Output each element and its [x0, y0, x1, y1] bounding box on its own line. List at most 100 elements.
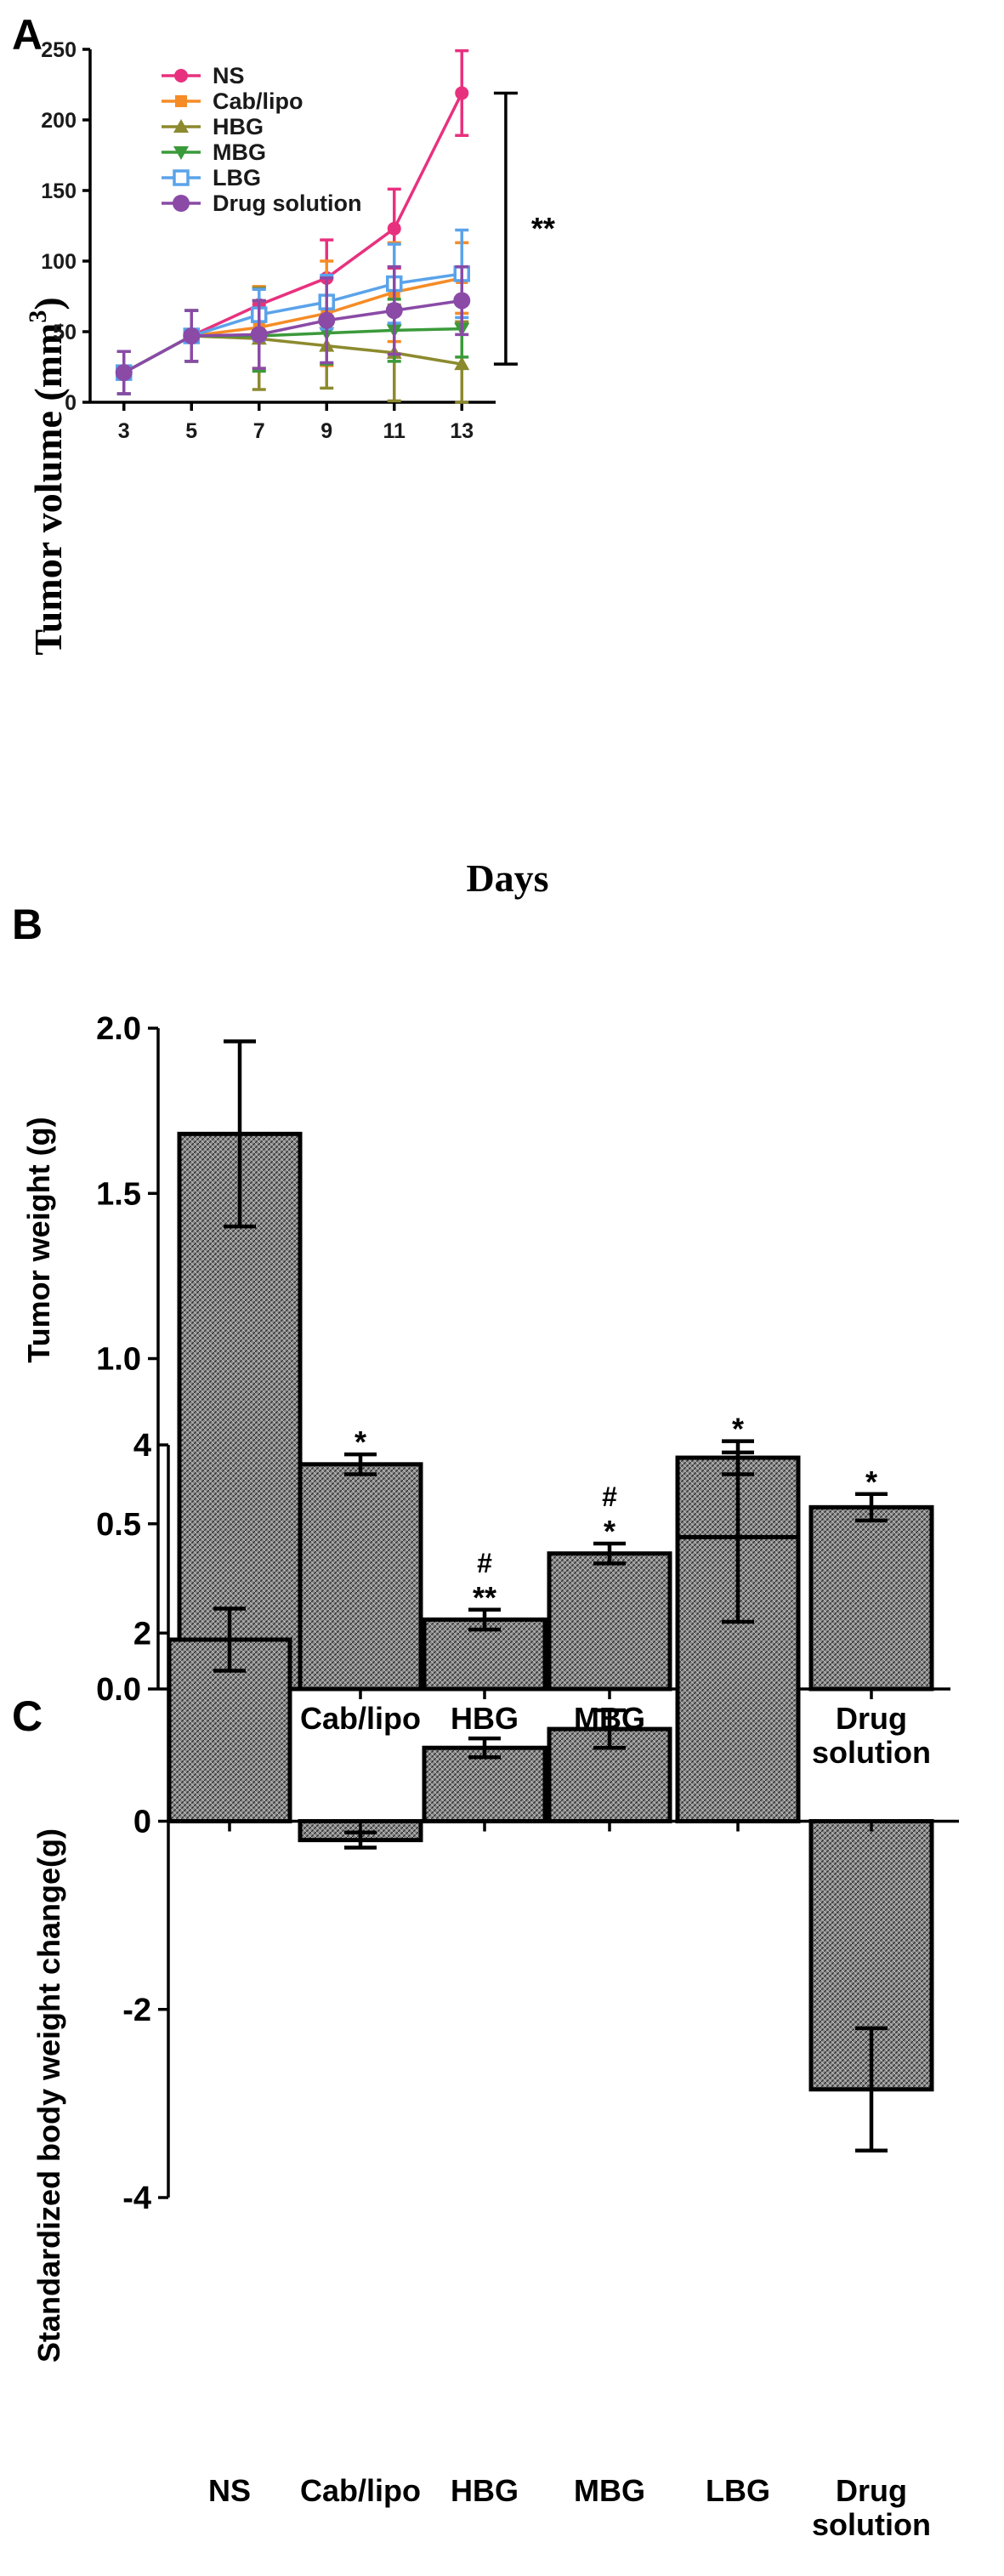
data-point [318, 311, 336, 329]
bar-group-mbg: MBG [547, 1708, 672, 2508]
significance-marker: # [477, 1548, 492, 1578]
panel-a-y-tick-label: 0 [65, 391, 77, 415]
panel-a-x-axis-title: Days [466, 856, 548, 900]
panel-a-y-axis-title: Tumor volume (mm3) [24, 297, 70, 655]
bar-group-hbg: **# HBG [422, 1548, 547, 1736]
category-label: Cab/lipo [300, 2473, 421, 2508]
significance-marker: # [602, 1481, 617, 1512]
category-label: MBG [574, 2473, 645, 2508]
bar-group-drug-solution: * Drug solution [808, 1464, 934, 1770]
significance-marker: * [355, 1424, 366, 1459]
data-point [453, 292, 471, 310]
category-label: Drug solution [812, 1701, 931, 1770]
panel-a-y-axis-title-sup: 3 [24, 310, 52, 323]
bar-group-drug-solution: Drug solution [808, 1819, 934, 2542]
significance-marker: ** [473, 1580, 496, 1615]
panel-c-y-tick-label: 4 [133, 1428, 151, 1464]
bar [422, 1745, 547, 1823]
panel-b-y-tick-label: 1.0 [96, 1342, 141, 1378]
panel-a-x-tick-label: 13 [450, 419, 474, 443]
category-label: HBG [451, 1701, 519, 1736]
legend-item-mbg: MBG [162, 139, 266, 165]
data-point [183, 327, 201, 344]
bar-group-mbg: *#MBG [547, 1481, 672, 1736]
panel-b-y-tick-label: 2.0 [96, 1011, 141, 1047]
legend-marker [174, 69, 188, 82]
bar-group-cab-lipo: Cab/lipo [298, 1819, 423, 2508]
series-line [122, 327, 462, 374]
legend-marker [173, 169, 190, 186]
series-hbg [116, 286, 470, 404]
panel-c-y-tick-label: 2 [133, 1616, 151, 1652]
panel-a-letter: A [12, 11, 43, 59]
panel-b-y-tick-label: 1.5 [96, 1176, 141, 1212]
panel-a-x-tick-label: 7 [253, 419, 265, 443]
panel-a-y-axis-title-end: ) [26, 297, 70, 310]
panel-c-y-tick-label: -4 [122, 2181, 151, 2216]
bar [547, 1551, 672, 1692]
bar-group-ns: NS [177, 1039, 303, 1736]
panel-c-y-tick-label: -2 [122, 1993, 151, 2028]
panel-b-bar-chart: Tumor weight (g) 0.0 0.5 1.0 1.5 2.0 NS * Cab/l… [21, 1011, 950, 1770]
panel-b-y-axis-title: Tumor weight (g) [21, 1117, 56, 1362]
legend-label: NS [213, 63, 245, 88]
panel-c-y-axis-title: Standardized body weight change(g) [31, 1828, 66, 2363]
legend-marker [173, 146, 189, 160]
panel-a-x-tick-label: 5 [185, 419, 197, 443]
legend-label: HBG [213, 114, 264, 139]
legend-item-lbg: LBG [162, 165, 261, 190]
panel-a-y-tick-label: 150 [41, 179, 77, 203]
legend-item-drug-solution: Drug solution [162, 190, 361, 216]
series-cab-lipo [116, 241, 469, 395]
series-line [122, 334, 462, 374]
panel-a-y-axis-title-main: Tumor volume (mm [26, 323, 70, 656]
panel-b-y-tick-label: 0.5 [96, 1507, 141, 1543]
category-label: Drug solution [812, 2473, 931, 2542]
legend-item-hbg: HBG [162, 114, 264, 139]
panel-a-y-tick-label: 250 [41, 38, 77, 62]
category-label: LBG [706, 2473, 770, 2508]
legend-label: Cab/lipo [213, 88, 303, 114]
series-line [122, 299, 462, 374]
panel-c-y-tick-label: 0 [133, 1805, 151, 1840]
bar-group-lbg: LBG [675, 1450, 801, 2508]
bar [298, 1462, 423, 1692]
panel-a-x-tick-label: 11 [383, 419, 406, 443]
significance-marker: * [865, 1464, 877, 1499]
data-point [250, 326, 268, 344]
category-label: Cab/lipo [300, 1701, 421, 1736]
legend-label: LBG [213, 165, 261, 190]
series-lbg [116, 228, 470, 395]
panel-a-x-tick-label: 3 [118, 419, 130, 443]
legend-label: MBG [213, 139, 266, 165]
data-point [454, 356, 470, 371]
significance-marker: * [732, 1412, 744, 1447]
legend-label: Drug solution [213, 190, 361, 216]
series-drug-solution [115, 264, 471, 395]
data-point [387, 221, 401, 236]
significance-bracket: ** [493, 91, 555, 366]
bracket-label: ** [531, 211, 555, 246]
legend-item-ns: NS [162, 63, 245, 88]
bar [808, 1504, 934, 1692]
data-point [455, 86, 469, 100]
bar-group-ns: NS [167, 1606, 292, 2508]
legend-item-cab-lipo: Cab/lipo [162, 88, 303, 114]
data-point [115, 364, 133, 382]
panel-b-letter: B [12, 901, 43, 948]
bar-group-cab-lipo: * Cab/lipo [298, 1424, 423, 1736]
legend-marker [173, 119, 189, 133]
panel-a-y-tick-label: 200 [41, 109, 77, 133]
panel-a-line-chart: Tumor volume (mm3) Days 0501001502002503… [24, 38, 555, 900]
bar-group-hbg: HBG [422, 1736, 547, 2508]
category-label: NS [208, 2473, 251, 2508]
panel-c-bar-chart: Standardized body weight change(g) -4 -2 0… [31, 1428, 959, 2542]
panel-a-x-tick-label: 9 [320, 419, 332, 443]
panel-b-y-tick-label: 0.0 [96, 1672, 141, 1708]
legend-marker [173, 195, 190, 212]
panel-a-y-tick-label: 50 [53, 321, 77, 344]
significance-marker: * [604, 1514, 615, 1549]
panel-a-y-tick-label: 100 [41, 250, 77, 274]
